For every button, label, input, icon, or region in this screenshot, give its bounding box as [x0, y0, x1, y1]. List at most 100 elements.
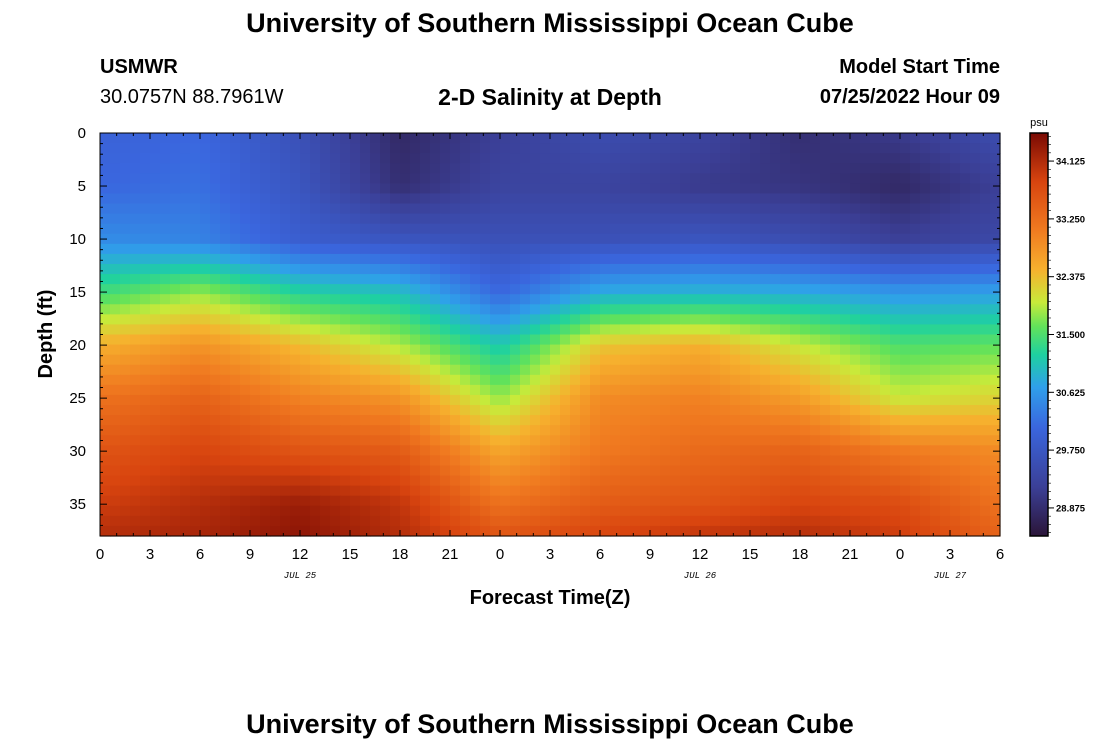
heatmap-cell	[540, 243, 551, 255]
heatmap-cell	[210, 465, 221, 477]
heatmap-cell	[850, 515, 861, 527]
heatmap-cell	[730, 223, 741, 235]
heatmap-cell	[910, 354, 921, 366]
heatmap-cell	[470, 183, 481, 195]
heatmap-cell	[220, 314, 231, 326]
heatmap-cell	[190, 344, 201, 356]
heatmap-cell	[490, 435, 501, 446]
heatmap-cell	[760, 223, 771, 235]
heatmap-cell	[560, 455, 571, 467]
heatmap-cell	[610, 384, 621, 396]
heatmap-cell	[130, 284, 141, 295]
heatmap-cell	[170, 253, 181, 265]
heatmap-cell	[460, 525, 471, 537]
heatmap-cell	[780, 455, 791, 467]
heatmap-cell	[300, 455, 311, 467]
heatmap-cell	[470, 243, 481, 255]
heatmap-cell	[230, 364, 241, 376]
heatmap-cell	[960, 253, 971, 265]
heatmap-cell	[740, 243, 751, 255]
heatmap-cell	[620, 213, 631, 225]
heatmap-cell	[230, 374, 241, 386]
heatmap-cell	[450, 344, 461, 356]
heatmap-cell	[470, 334, 481, 346]
heatmap-cell	[940, 213, 951, 225]
heatmap-cell	[160, 233, 171, 245]
heatmap-cell	[810, 394, 821, 406]
heatmap-cell	[120, 495, 131, 507]
heatmap-cell	[650, 284, 661, 295]
heatmap-cell	[870, 475, 881, 487]
heatmap-cell	[530, 415, 541, 426]
heatmap-cell	[820, 233, 831, 245]
heatmap-cell	[850, 394, 861, 406]
heatmap-cell	[950, 495, 961, 507]
heatmap-cell	[610, 354, 621, 366]
heatmap-cell	[290, 354, 301, 366]
heatmap-cell	[920, 143, 931, 154]
heatmap-cell	[360, 475, 371, 487]
heatmap-cell	[580, 495, 591, 507]
heatmap-cell	[680, 475, 691, 487]
heatmap-cell	[620, 354, 631, 366]
heatmap-cell	[120, 294, 131, 305]
heatmap-cell	[820, 263, 831, 275]
heatmap-cell	[550, 515, 561, 527]
heatmap-cell	[210, 405, 221, 416]
heatmap-cell	[600, 495, 611, 507]
heatmap-cell	[300, 364, 311, 376]
heatmap-cell	[390, 294, 401, 305]
heatmap-cell	[370, 374, 381, 386]
heatmap-cell	[110, 435, 121, 446]
heatmap-cell	[410, 193, 421, 205]
heatmap-cell	[250, 274, 261, 285]
heatmap-cell	[170, 203, 181, 215]
heatmap-cell	[310, 415, 321, 426]
heatmap-cell	[760, 263, 771, 275]
heatmap-cell	[280, 364, 291, 376]
heatmap-cell	[700, 505, 711, 517]
heatmap-cell	[430, 223, 441, 235]
heatmap-cell	[170, 525, 181, 537]
heatmap-cell	[130, 495, 141, 507]
heatmap-cell	[110, 334, 121, 346]
heatmap-cell	[260, 203, 271, 215]
heatmap-cell	[210, 364, 221, 376]
heatmap-cell	[420, 294, 431, 305]
heatmap-cell	[960, 314, 971, 326]
heatmap-cell	[330, 203, 341, 215]
heatmap-cell	[980, 505, 991, 517]
heatmap-cell	[410, 153, 421, 164]
heatmap-cell	[990, 304, 1001, 315]
heatmap-cell	[690, 163, 701, 174]
heatmap-cell	[840, 364, 851, 376]
heatmap-cell	[670, 193, 681, 205]
heatmap-cell	[380, 364, 391, 376]
heatmap-cell	[950, 364, 961, 376]
heatmap-cell	[280, 485, 291, 497]
heatmap-cell	[540, 223, 551, 235]
heatmap-cell	[780, 354, 791, 366]
y-tick-label: 5	[78, 178, 86, 195]
heatmap-cell	[740, 223, 751, 235]
heatmap-cell	[200, 294, 211, 305]
heatmap-cell	[810, 253, 821, 265]
heatmap-cell	[960, 334, 971, 346]
heatmap-cell	[630, 183, 641, 195]
heatmap-cell	[330, 263, 341, 275]
heatmap-cell	[240, 405, 251, 416]
heatmap-cell	[760, 475, 771, 487]
heatmap-cell	[600, 324, 611, 336]
heatmap-cell	[170, 233, 181, 245]
heatmap-cell	[640, 163, 651, 174]
heatmap-cell	[730, 344, 741, 356]
heatmap-cell	[720, 354, 731, 366]
heatmap-cell	[220, 405, 231, 416]
heatmap-cell	[360, 253, 371, 265]
heatmap-cell	[480, 324, 491, 336]
heatmap-cell	[720, 415, 731, 426]
heatmap-cell	[350, 405, 361, 416]
heatmap-cell	[140, 515, 151, 527]
heatmap-cell	[110, 223, 121, 235]
heatmap-cell	[610, 324, 621, 336]
